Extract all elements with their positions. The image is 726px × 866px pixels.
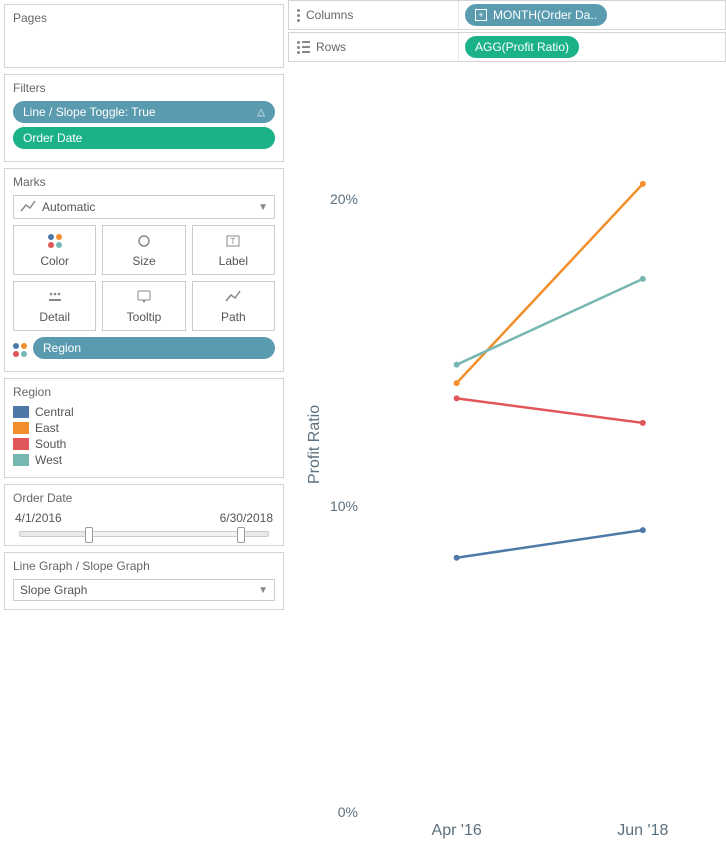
rows-icon bbox=[297, 41, 310, 54]
color-encoding-icon bbox=[13, 343, 27, 357]
caret-down-icon: ▼ bbox=[258, 585, 268, 596]
detail-icon bbox=[47, 288, 63, 306]
series-marker bbox=[454, 362, 460, 368]
series-marker bbox=[640, 527, 646, 533]
series-line bbox=[457, 184, 643, 383]
legend-title: Region bbox=[13, 385, 275, 399]
param-value: Slope Graph bbox=[20, 583, 87, 597]
mark-detail-button[interactable]: Detail bbox=[13, 281, 96, 331]
legend-item[interactable]: South bbox=[13, 437, 275, 451]
pages-card: Pages bbox=[4, 4, 284, 68]
mark-tooltip-button[interactable]: Tooltip bbox=[102, 281, 185, 331]
x-tick: Jun '18 bbox=[617, 822, 668, 840]
series-line bbox=[457, 530, 643, 558]
columns-pill[interactable]: + MONTH(Order Da.. bbox=[465, 4, 607, 26]
legend-swatch bbox=[13, 422, 29, 434]
legend-swatch bbox=[13, 454, 29, 466]
side-panel: Pages Filters Line / Slope Toggle: True△… bbox=[0, 0, 288, 862]
rows-shelf[interactable]: Rows AGG(Profit Ratio) bbox=[288, 32, 726, 62]
legend-item[interactable]: East bbox=[13, 421, 275, 435]
caret-down-icon: ▼ bbox=[258, 202, 268, 213]
path-icon bbox=[225, 288, 241, 306]
mark-type-select[interactable]: Automatic ▼ bbox=[13, 195, 275, 219]
param-title: Line Graph / Slope Graph bbox=[13, 559, 275, 573]
legend-item[interactable]: West bbox=[13, 453, 275, 467]
chart-svg bbox=[360, 92, 718, 812]
pages-title: Pages bbox=[13, 11, 275, 25]
series-line bbox=[457, 398, 643, 423]
series-marker bbox=[454, 380, 460, 386]
x-tick: Apr '16 bbox=[432, 822, 482, 840]
tooltip-icon bbox=[136, 288, 152, 306]
series-marker bbox=[454, 555, 460, 561]
filter-pill[interactable]: Order Date bbox=[13, 127, 275, 149]
series-marker bbox=[454, 395, 460, 401]
marks-title: Marks bbox=[13, 175, 275, 189]
order-date-title: Order Date bbox=[13, 491, 275, 505]
rows-label: Rows bbox=[316, 40, 346, 54]
legend-card: Region Central East South West bbox=[4, 378, 284, 478]
legend-item[interactable]: Central bbox=[13, 405, 275, 419]
region-pill[interactable]: Region bbox=[33, 337, 275, 359]
svg-text:T: T bbox=[231, 237, 236, 246]
date-end: 6/30/2018 bbox=[220, 511, 273, 525]
y-axis-title: Profit Ratio bbox=[306, 405, 324, 484]
date-start: 4/1/2016 bbox=[15, 511, 62, 525]
columns-label: Columns bbox=[306, 8, 353, 22]
mark-label-button[interactable]: TLabel bbox=[192, 225, 275, 275]
slider-handle-end[interactable] bbox=[237, 527, 245, 543]
label-icon: T bbox=[225, 232, 241, 250]
color-icon bbox=[48, 232, 62, 250]
series-marker bbox=[640, 276, 646, 282]
rows-pill[interactable]: AGG(Profit Ratio) bbox=[465, 36, 579, 58]
columns-shelf[interactable]: Columns + MONTH(Order Da.. bbox=[288, 0, 726, 30]
y-tick: 10% bbox=[330, 498, 358, 514]
param-select[interactable]: Slope Graph ▼ bbox=[13, 579, 275, 601]
filter-pill[interactable]: Line / Slope Toggle: True△ bbox=[13, 101, 275, 123]
slider-fill bbox=[89, 532, 240, 536]
columns-icon bbox=[297, 9, 300, 22]
slider-handle-start[interactable] bbox=[85, 527, 93, 543]
delta-icon: △ bbox=[257, 107, 265, 118]
legend-swatch bbox=[13, 406, 29, 418]
date-range-slider[interactable] bbox=[19, 531, 269, 537]
param-card: Line Graph / Slope Graph Slope Graph ▼ bbox=[4, 552, 284, 610]
filters-card: Filters Line / Slope Toggle: True△ Order … bbox=[4, 74, 284, 162]
expand-icon[interactable]: + bbox=[475, 9, 487, 21]
worksheet-area: Columns + MONTH(Order Da.. Rows bbox=[288, 0, 726, 862]
mark-type-label: Automatic bbox=[42, 200, 95, 214]
order-date-card: Order Date 4/1/2016 6/30/2018 bbox=[4, 484, 284, 546]
y-tick: 0% bbox=[338, 804, 358, 820]
mark-path-button[interactable]: Path bbox=[192, 281, 275, 331]
filters-title: Filters bbox=[13, 81, 275, 95]
chart: Profit Ratio 0% 10% 20% Apr '16 Jun '18 bbox=[288, 64, 726, 862]
mark-size-button[interactable]: Size bbox=[102, 225, 185, 275]
series-marker bbox=[640, 181, 646, 187]
size-icon bbox=[136, 232, 152, 250]
y-tick: 20% bbox=[330, 191, 358, 207]
series-line bbox=[457, 279, 643, 365]
line-icon bbox=[20, 199, 36, 215]
series-marker bbox=[640, 420, 646, 426]
mark-color-button[interactable]: Color bbox=[13, 225, 96, 275]
marks-card: Marks Automatic ▼ ColorSizeTLabelDetailT… bbox=[4, 168, 284, 372]
legend-swatch bbox=[13, 438, 29, 450]
